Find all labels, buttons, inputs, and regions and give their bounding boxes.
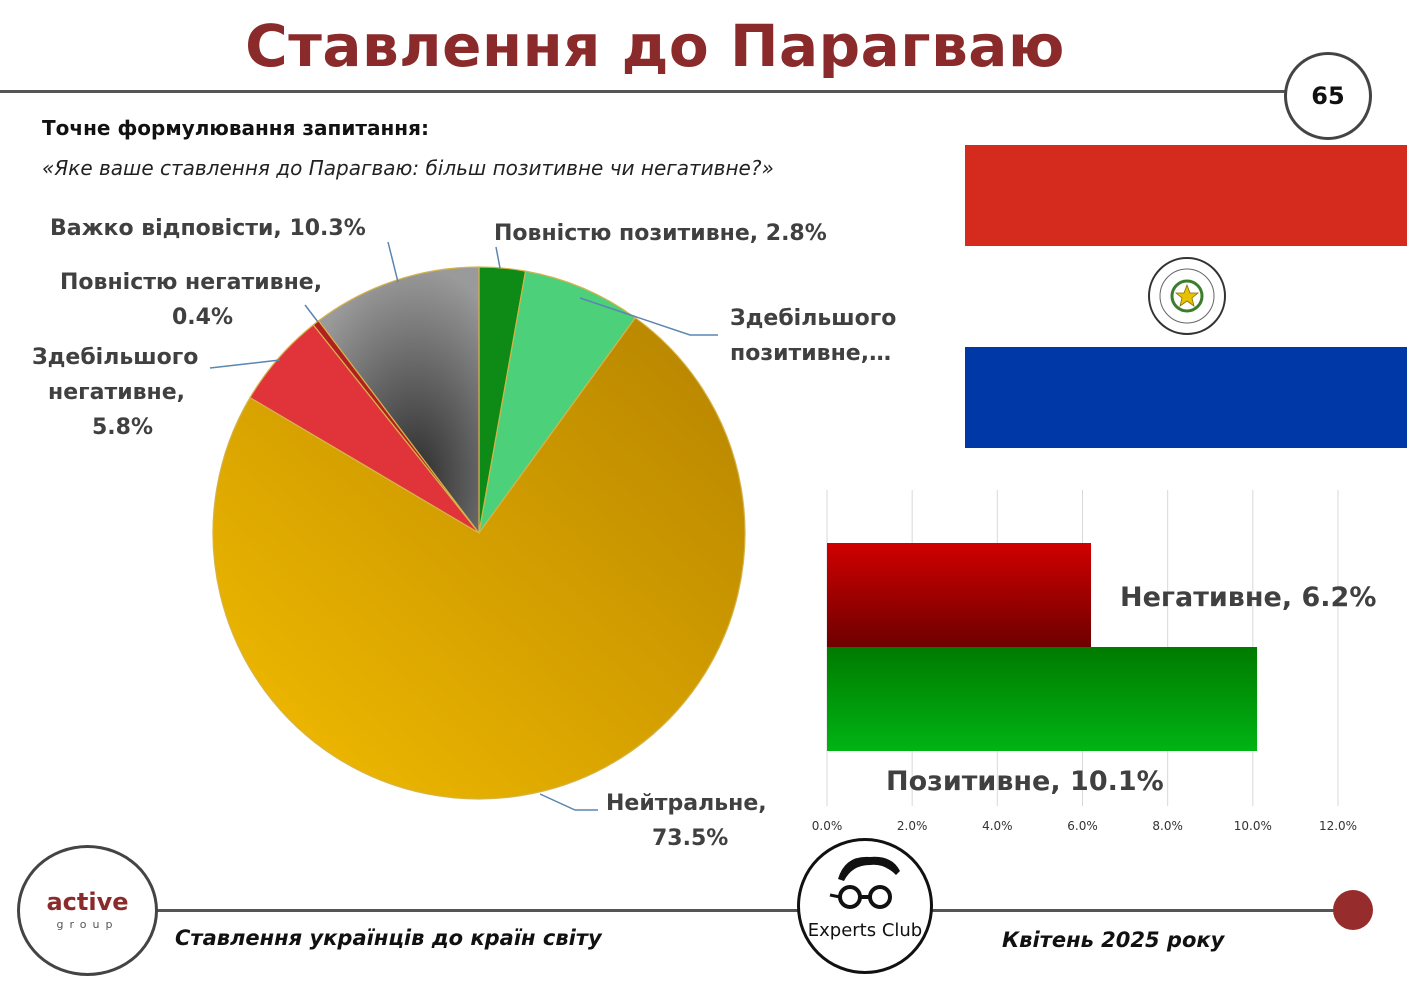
header-divider bbox=[0, 90, 1290, 93]
active-group-logo: active group bbox=[17, 845, 158, 976]
flag-red-stripe bbox=[965, 145, 1407, 246]
bar-x-tick-label: 12.0% bbox=[1319, 819, 1357, 833]
page-number-badge: 65 bbox=[1284, 52, 1372, 140]
leader-neutral bbox=[539, 793, 598, 811]
pie-label-neutral-line1: Нейтральне, bbox=[606, 791, 767, 816]
flag-blue-stripe bbox=[965, 347, 1407, 448]
page-number: 65 bbox=[1311, 82, 1345, 110]
leader-mostly-negative bbox=[209, 359, 281, 369]
logo-active-text: active bbox=[46, 888, 129, 916]
bar-x-tick-label: 2.0% bbox=[897, 819, 928, 833]
experts-club-logo: Experts Club bbox=[797, 838, 933, 974]
leader-mostly-positive bbox=[579, 297, 718, 336]
pie-labels: Повністю позитивне, 2.8% Здебільшого поз… bbox=[32, 216, 896, 851]
decorative-dot bbox=[1333, 890, 1373, 930]
pie-label-fully-positive: Повністю позитивне, 2.8% bbox=[494, 221, 827, 246]
bar-label-positive: Позитивне, 10.1% bbox=[886, 766, 1164, 797]
bar-label-negative: Негативне, 6.2% bbox=[1120, 582, 1376, 613]
footer-date: Квітень 2025 року bbox=[1002, 928, 1225, 952]
leader-fully-negative bbox=[304, 304, 319, 323]
flag-coat-of-arms-icon bbox=[1148, 257, 1226, 335]
pie-label-mostly-positive-line2: позитивне,… bbox=[730, 341, 891, 366]
pie-leader-lines bbox=[209, 241, 718, 811]
footer-divider-right bbox=[925, 909, 1337, 912]
experts-club-text: Experts Club bbox=[807, 920, 923, 941]
bar-x-tick-label: 0.0% bbox=[812, 819, 843, 833]
glasses-icon bbox=[829, 856, 900, 909]
bar-x-tick-label: 4.0% bbox=[982, 819, 1013, 833]
pie-label-fully-negative-line1: Повністю негативне, bbox=[60, 270, 322, 295]
pie-label-mostly-negative-line2: негативне, bbox=[48, 380, 185, 405]
page-title: Ставлення до Парагваю bbox=[245, 12, 1065, 80]
pie-label-neutral-line2: 73.5% bbox=[652, 826, 728, 851]
footer-survey-title: Ставлення українців до країн світу bbox=[175, 926, 602, 950]
pie-label-mostly-negative-line3: 5.8% bbox=[92, 415, 153, 440]
logo-group-text: group bbox=[56, 918, 119, 931]
bar-x-tick-label: 10.0% bbox=[1234, 819, 1272, 833]
paraguay-flag bbox=[965, 145, 1407, 448]
pie-chart bbox=[212, 266, 746, 800]
bar-chart: 0.0% 2.0% 4.0% 6.0% 8.0% 10.0% 12.0% bbox=[812, 490, 1357, 833]
bar-positive bbox=[827, 647, 1258, 751]
pie-label-hard-to-say: Важко відповісти, 10.3% bbox=[50, 216, 366, 241]
leader-fully-positive bbox=[495, 246, 501, 269]
question-label: Точне формулювання запитання: bbox=[42, 116, 429, 140]
bar-x-tick-label: 6.0% bbox=[1067, 819, 1098, 833]
pie-label-fully-negative-line2: 0.4% bbox=[172, 305, 233, 330]
bar-x-tick-label: 8.0% bbox=[1152, 819, 1183, 833]
pie-label-mostly-positive-line1: Здебільшого bbox=[730, 306, 896, 331]
bar-negative bbox=[827, 543, 1092, 647]
pie-slice-neutral bbox=[212, 316, 746, 800]
leader-hard-to-say bbox=[387, 241, 399, 283]
pie-label-mostly-negative-line1: Здебільшого bbox=[32, 345, 198, 370]
question-text: «Яке ваше ставлення до Парагваю: більш п… bbox=[42, 156, 774, 180]
footer-divider-left bbox=[150, 909, 800, 912]
pie-slice-hard-to-say bbox=[317, 266, 480, 535]
